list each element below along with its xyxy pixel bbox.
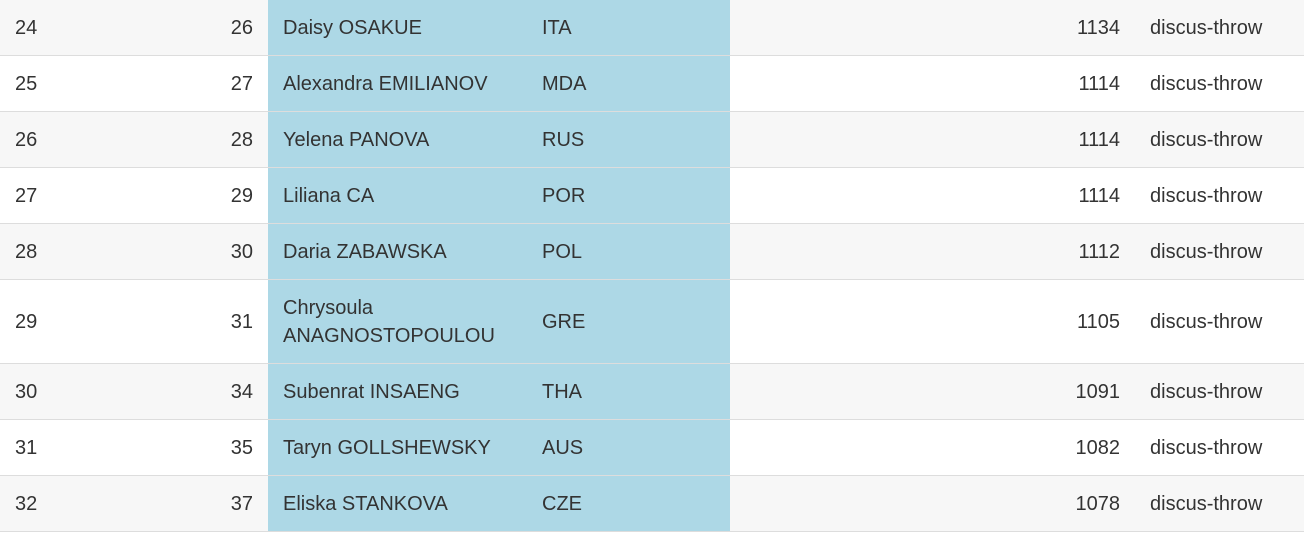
country: POR xyxy=(527,167,730,224)
table-row: 26 28 Yelena PANOVA RUS 1114 discus-throw xyxy=(0,111,1304,168)
table-row: 32 37 Eliska STANKOVA CZE 1078 discus-throw xyxy=(0,475,1304,532)
country: RUS xyxy=(527,111,730,168)
athlete-name: Subenrat INSAENG xyxy=(268,363,527,420)
country: CZE xyxy=(527,475,730,532)
score: 1114 xyxy=(1000,111,1135,168)
row-index: 29 xyxy=(0,279,130,364)
athlete-name: Yelena PANOVA xyxy=(268,111,527,168)
score: 1082 xyxy=(1000,419,1135,476)
score: 1105 xyxy=(1000,279,1135,364)
event: discus-throw xyxy=(1135,475,1304,532)
rank: 28 xyxy=(130,111,268,168)
table-row: 24 26 Daisy OSAKUE ITA 1134 discus-throw xyxy=(0,0,1304,56)
rank: 35 xyxy=(130,419,268,476)
table-row: 29 31 Chrysoula ANAGNOSTOPOULOU GRE 1105 disc… xyxy=(0,279,1304,364)
country: GRE xyxy=(527,279,730,364)
empty-cell xyxy=(730,0,1000,56)
athlete-name: Eliska STANKOVA xyxy=(268,475,527,532)
rank: 37 xyxy=(130,475,268,532)
row-index: 30 xyxy=(0,363,130,420)
country: MDA xyxy=(527,55,730,112)
score: 1112 xyxy=(1000,223,1135,280)
score: 1114 xyxy=(1000,55,1135,112)
empty-cell xyxy=(730,419,1000,476)
row-index: 27 xyxy=(0,167,130,224)
rank: 34 xyxy=(130,363,268,420)
score: 1134 xyxy=(1000,0,1135,56)
score: 1091 xyxy=(1000,363,1135,420)
rank: 31 xyxy=(130,279,268,364)
empty-cell xyxy=(730,475,1000,532)
empty-cell xyxy=(730,167,1000,224)
rank: 26 xyxy=(130,0,268,56)
event: discus-throw xyxy=(1135,419,1304,476)
row-index: 31 xyxy=(0,419,130,476)
table-row: 31 35 Taryn GOLLSHEWSKY AUS 1082 discus-throw xyxy=(0,419,1304,476)
athlete-name: Alexandra EMILIANOV xyxy=(268,55,527,112)
score: 1078 xyxy=(1000,475,1135,532)
rank: 27 xyxy=(130,55,268,112)
table-row: 27 29 Liliana CA POR 1114 discus-throw xyxy=(0,167,1304,224)
rank: 29 xyxy=(130,167,268,224)
event: discus-throw xyxy=(1135,223,1304,280)
country: THA xyxy=(527,363,730,420)
row-index: 32 xyxy=(0,475,130,532)
event: discus-throw xyxy=(1135,0,1304,56)
athlete-name: Daisy OSAKUE xyxy=(268,0,527,56)
event: discus-throw xyxy=(1135,55,1304,112)
athlete-name: Taryn GOLLSHEWSKY xyxy=(268,419,527,476)
country: POL xyxy=(527,223,730,280)
event: discus-throw xyxy=(1135,363,1304,420)
row-index: 26 xyxy=(0,111,130,168)
country: ITA xyxy=(527,0,730,56)
row-index: 25 xyxy=(0,55,130,112)
athlete-name: Daria ZABAWSKA xyxy=(268,223,527,280)
event: discus-throw xyxy=(1135,167,1304,224)
athlete-name: Chrysoula ANAGNOSTOPOULOU xyxy=(268,279,527,364)
table-row: 30 34 Subenrat INSAENG THA 1091 discus-throw xyxy=(0,363,1304,420)
country: AUS xyxy=(527,419,730,476)
empty-cell xyxy=(730,279,1000,364)
event: discus-throw xyxy=(1135,279,1304,364)
empty-cell xyxy=(730,55,1000,112)
athlete-name: Liliana CA xyxy=(268,167,527,224)
rank: 30 xyxy=(130,223,268,280)
empty-cell xyxy=(730,223,1000,280)
event: discus-throw xyxy=(1135,111,1304,168)
table-row: 28 30 Daria ZABAWSKA POL 1112 discus-throw xyxy=(0,223,1304,280)
row-index: 24 xyxy=(0,0,130,56)
row-index: 28 xyxy=(0,223,130,280)
table-row: 25 27 Alexandra EMILIANOV MDA 1114 discus-thr… xyxy=(0,55,1304,112)
empty-cell xyxy=(730,111,1000,168)
empty-cell xyxy=(730,363,1000,420)
score: 1114 xyxy=(1000,167,1135,224)
